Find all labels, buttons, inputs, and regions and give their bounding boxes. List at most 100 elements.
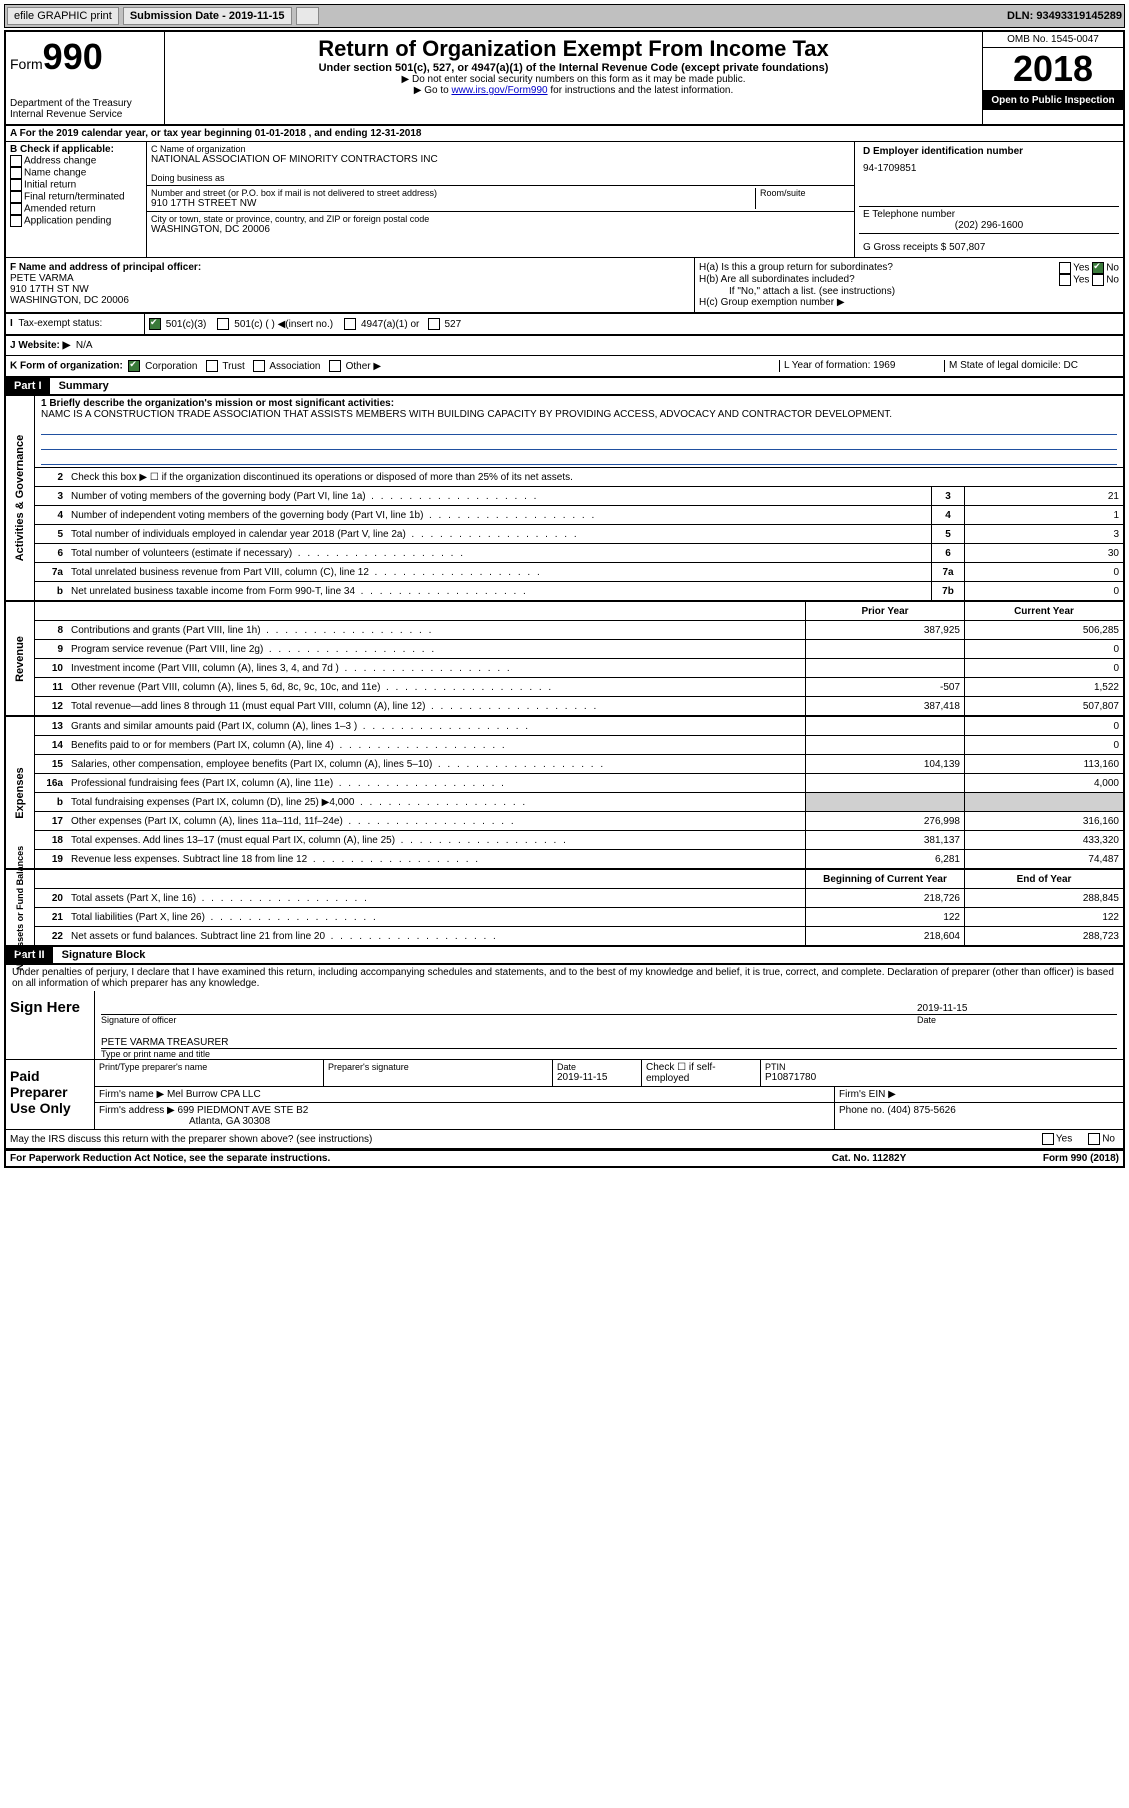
line-12: 12Total revenue—add lines 8 through 11 (… bbox=[35, 697, 1123, 715]
addr-lbl: Number and street (or P.O. box if mail i… bbox=[151, 188, 755, 198]
part1-hdr: Part I bbox=[6, 378, 50, 394]
footer-pra: For Paperwork Reduction Act Notice, see … bbox=[10, 1153, 769, 1164]
discuss-lbl: May the IRS discuss this return with the… bbox=[6, 1134, 1034, 1145]
declaration: Under penalties of perjury, I declare th… bbox=[6, 965, 1123, 991]
chk-pending[interactable]: Application pending bbox=[10, 215, 142, 227]
prep-date: 2019-11-15 bbox=[557, 1072, 637, 1083]
opt-trust[interactable]: Trust bbox=[206, 361, 245, 372]
mission-lbl: 1 Briefly describe the organization's mi… bbox=[41, 398, 1117, 409]
chk-final[interactable]: Final return/terminated bbox=[10, 191, 142, 203]
prep-check[interactable]: Check ☐ if self-employed bbox=[642, 1060, 761, 1086]
ha-no[interactable]: No bbox=[1092, 262, 1119, 274]
tax-status-row: I Tax-exempt status: 501(c)(3) 501(c) ( … bbox=[6, 313, 1123, 335]
form-number: Form990 bbox=[10, 36, 160, 78]
chk-address[interactable]: Address change bbox=[10, 155, 142, 167]
part1-hdr-row: Part I Summary bbox=[6, 378, 1123, 396]
ein-val: 94-1709851 bbox=[863, 163, 1115, 174]
hb-note: If "No," attach a list. (see instruction… bbox=[699, 286, 1119, 297]
efile-button[interactable]: efile GRAPHIC print bbox=[7, 7, 119, 25]
opt-4947[interactable]: 4947(a)(1) or bbox=[344, 319, 419, 330]
net-vbar: Net Assets or Fund Balances bbox=[6, 870, 35, 945]
sub3-post: for instructions and the latest informat… bbox=[548, 85, 734, 96]
gov-section: Activities & Governance 1 Briefly descri… bbox=[6, 396, 1123, 602]
line-6: 6Total number of volunteers (estimate if… bbox=[35, 544, 1123, 563]
col-c: C Name of organization NATIONAL ASSOCIAT… bbox=[147, 142, 855, 257]
opt-other[interactable]: Other ▶ bbox=[329, 361, 381, 372]
opt-assoc[interactable]: Association bbox=[253, 361, 320, 372]
org-name: NATIONAL ASSOCIATION OF MINORITY CONTRAC… bbox=[151, 154, 850, 165]
rev-body: Prior Year Current Year 8Contributions a… bbox=[35, 602, 1123, 715]
discuss-yes[interactable]: Yes bbox=[1034, 1133, 1080, 1145]
col-cy: Current Year bbox=[964, 602, 1123, 620]
city-lbl: City or town, state or province, country… bbox=[151, 214, 850, 224]
prep-name-lbl: Print/Type preparer's name bbox=[99, 1062, 319, 1072]
footer-cat: Cat. No. 11282Y bbox=[769, 1153, 969, 1164]
opt-527[interactable]: 527 bbox=[428, 319, 461, 330]
col-f: F Name and address of principal officer:… bbox=[6, 258, 695, 312]
col-b-hdr: B Check if applicable: bbox=[10, 144, 142, 155]
firm-addr-lbl: Firm's address ▶ bbox=[99, 1105, 175, 1116]
chk-name[interactable]: Name change bbox=[10, 167, 142, 179]
chk-initial[interactable]: Initial return bbox=[10, 179, 142, 191]
hb-no[interactable]: No bbox=[1092, 274, 1119, 286]
hb-lbl: H(b) Are all subordinates included? bbox=[699, 274, 1059, 286]
prep-row-2: Firm's name ▶ Mel Burrow CPA LLC Firm's … bbox=[95, 1086, 1123, 1102]
blank-button bbox=[296, 7, 319, 25]
m-state: M State of legal domicile: DC bbox=[944, 360, 1119, 372]
sub3-pre: ▶ Go to bbox=[414, 85, 452, 96]
subtitle-1: Under section 501(c), 527, or 4947(a)(1)… bbox=[169, 62, 978, 74]
line-3: 3Number of voting members of the governi… bbox=[35, 487, 1123, 506]
tel-cell: E Telephone number (202) 296-1600 bbox=[859, 207, 1119, 234]
line-20: 20Total assets (Part X, line 16) 218,726… bbox=[35, 889, 1123, 908]
header-mid: Return of Organization Exempt From Incom… bbox=[165, 32, 982, 124]
footer-form: Form 990 (2018) bbox=[969, 1153, 1119, 1164]
signature-block: Under penalties of perjury, I declare th… bbox=[6, 965, 1123, 1150]
prep-row-3: Firm's address ▶ 699 PIEDMONT AVE STE B2… bbox=[95, 1102, 1123, 1129]
l-year: L Year of formation: 1969 bbox=[779, 360, 944, 372]
org-name-cell: C Name of organization NATIONAL ASSOCIAT… bbox=[147, 142, 854, 186]
opt-501c3[interactable]: 501(c)(3) bbox=[149, 319, 206, 330]
tax-opts: 501(c)(3) 501(c) ( ) ◀(insert no.) 4947(… bbox=[145, 314, 1123, 334]
ptin-val: P10871780 bbox=[765, 1072, 1119, 1083]
line-14: 14Benefits paid to or for members (Part … bbox=[35, 736, 1123, 755]
block-fh: F Name and address of principal officer:… bbox=[6, 258, 1123, 313]
opt-corp[interactable]: Corporation bbox=[128, 361, 197, 372]
website-val: N/A bbox=[76, 340, 93, 351]
line-b: bNet unrelated business taxable income f… bbox=[35, 582, 1123, 600]
line-5: 5Total number of individuals employed in… bbox=[35, 525, 1123, 544]
hb-yes[interactable]: Yes bbox=[1059, 274, 1089, 286]
k-opts: K Form of organization: Corporation Trus… bbox=[10, 360, 779, 372]
addr-val: 910 17TH STREET NW bbox=[151, 198, 755, 209]
ha-yes[interactable]: Yes bbox=[1059, 262, 1089, 274]
ha-row: H(a) Is this a group return for subordin… bbox=[699, 262, 1119, 274]
line-16a: 16aProfessional fundraising fees (Part I… bbox=[35, 774, 1123, 793]
firm-phone: Phone no. (404) 875-5626 bbox=[835, 1103, 1123, 1129]
prep-main: Print/Type preparer's name Preparer's si… bbox=[95, 1060, 1123, 1129]
gross-cell: G Gross receipts $ 507,807 bbox=[859, 234, 1119, 255]
inspection-label: Open to Public Inspection bbox=[983, 91, 1123, 110]
col-py: Prior Year bbox=[805, 602, 964, 620]
prep-row-1: Print/Type preparer's name Preparer's si… bbox=[95, 1060, 1123, 1086]
net-section: Net Assets or Fund Balances Beginning of… bbox=[6, 870, 1123, 947]
city-val: WASHINGTON, DC 20006 bbox=[151, 224, 850, 235]
discuss-no[interactable]: No bbox=[1080, 1133, 1123, 1145]
line-9: 9Program service revenue (Part VIII, lin… bbox=[35, 640, 1123, 659]
net-body: Beginning of Current Year End of Year 20… bbox=[35, 870, 1123, 945]
sig-date: 2019-11-15 bbox=[917, 1003, 1117, 1014]
line-10: 10Investment income (Part VIII, column (… bbox=[35, 659, 1123, 678]
ha-lbl: H(a) Is this a group return for subordin… bbox=[699, 262, 1059, 274]
line-7a: 7aTotal unrelated business revenue from … bbox=[35, 563, 1123, 582]
paid-lbl: Paid Preparer Use Only bbox=[6, 1060, 95, 1129]
line-b: bTotal fundraising expenses (Part IX, co… bbox=[35, 793, 1123, 812]
line-4: 4Number of independent voting members of… bbox=[35, 506, 1123, 525]
opt-501c[interactable]: 501(c) ( ) ◀(insert no.) bbox=[217, 319, 333, 330]
part1-title: Summary bbox=[53, 378, 115, 394]
irs-link[interactable]: www.irs.gov/Form990 bbox=[451, 85, 547, 96]
subtitle-3: ▶ Go to www.irs.gov/Form990 for instruct… bbox=[169, 85, 978, 96]
sign-main: 2019-11-15 Signature of officer Date PET… bbox=[95, 991, 1123, 1059]
ein-lbl: D Employer identification number bbox=[863, 146, 1115, 157]
f-lbl: F Name and address of principal officer: bbox=[10, 262, 690, 273]
chk-amended[interactable]: Amended return bbox=[10, 203, 142, 215]
ptin-lbl: PTIN bbox=[765, 1062, 1119, 1072]
line-13: 13Grants and similar amounts paid (Part … bbox=[35, 717, 1123, 736]
